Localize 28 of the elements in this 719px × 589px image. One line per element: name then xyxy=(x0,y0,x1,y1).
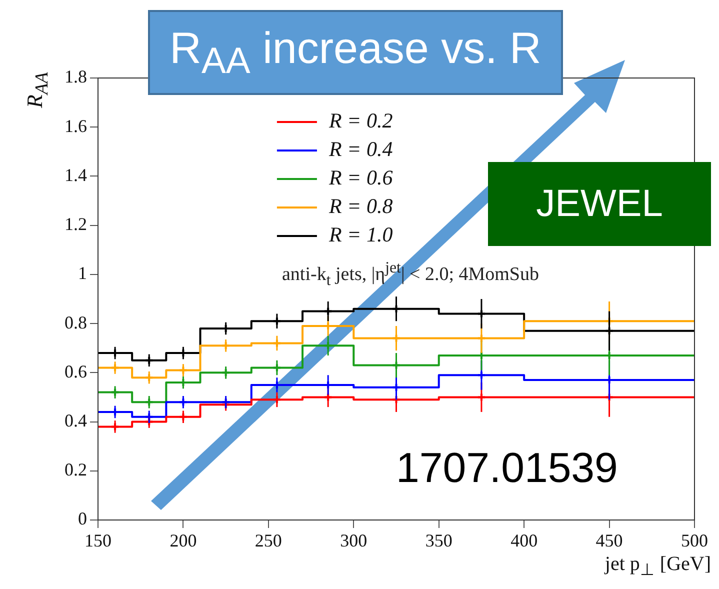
y-tick-label: 1.6 xyxy=(64,116,87,136)
legend-label: R = 0.2 xyxy=(328,108,394,133)
legend-label: R = 0.4 xyxy=(328,137,394,162)
x-tick-label: 350 xyxy=(425,530,452,551)
y-tick-label: 1.8 xyxy=(64,66,87,87)
y-tick-label: 1.2 xyxy=(64,214,87,234)
y-tick-label: 0.4 xyxy=(64,410,87,431)
x-tick-label: 150 xyxy=(84,530,112,551)
legend-label: R = 0.6 xyxy=(328,166,394,190)
legend-label: R = 0.8 xyxy=(328,194,394,218)
y-tick-label: 0 xyxy=(78,508,87,529)
legend-label: R = 1.0 xyxy=(328,222,394,247)
x-tick-label: 300 xyxy=(340,530,368,551)
y-tick-label: 1 xyxy=(78,263,87,284)
annotation: 1707.01539 xyxy=(396,444,618,491)
x-tick-label: 250 xyxy=(254,530,282,551)
y-tick-label: 0.8 xyxy=(64,312,87,332)
x-tick-label: 500 xyxy=(681,530,708,551)
y-tick-label: 0.2 xyxy=(64,460,87,480)
x-tick-label: 200 xyxy=(170,530,197,551)
annotation: anti-k$_{t}$ jets, |η$^{jet}$| < 2.0; 4MomSub xyxy=(282,260,539,290)
y-tick-label: 0.6 xyxy=(64,361,87,382)
annotation: R$_{AA}$ increase vs. R xyxy=(170,24,542,82)
x-axis-title: jet p$_{⊥}$ [GeV] xyxy=(604,553,711,580)
y-tick-label: 1.4 xyxy=(64,164,87,185)
x-tick-label: 400 xyxy=(510,530,538,551)
x-tick-label: 450 xyxy=(596,530,623,551)
annotation: JEWEL xyxy=(536,182,663,226)
